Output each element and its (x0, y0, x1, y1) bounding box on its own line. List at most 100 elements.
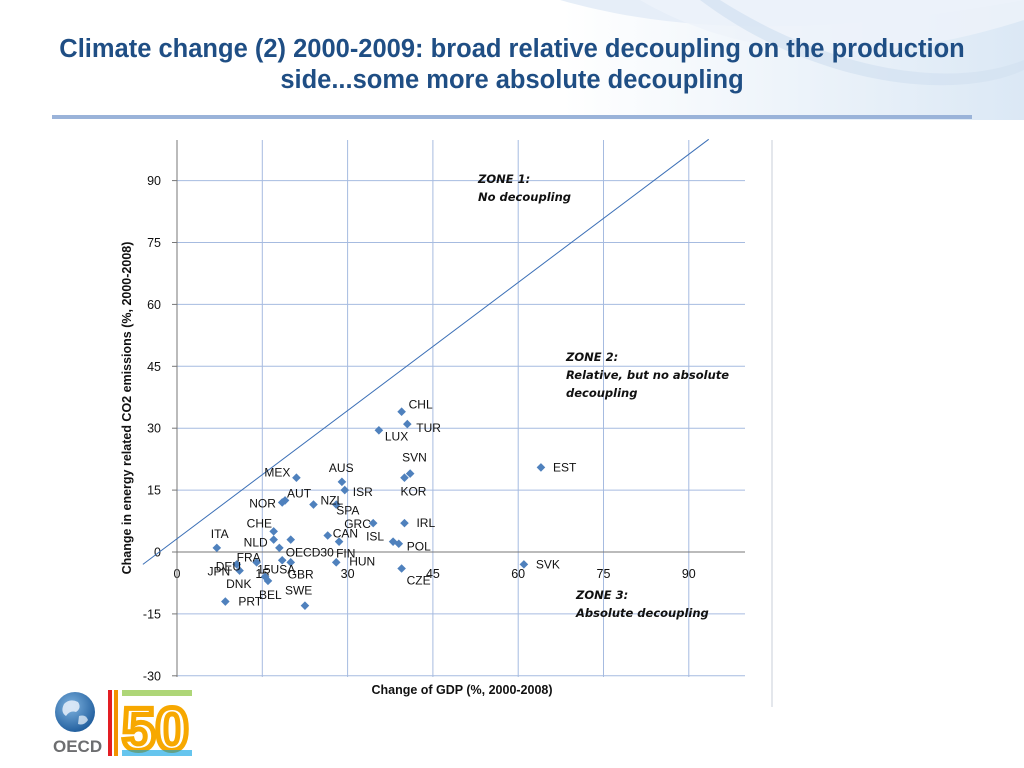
point-label-usa: 15USA (257, 562, 295, 576)
data-point (309, 500, 318, 509)
point-label-nzl: NZL (320, 494, 343, 508)
point-label-lux: LUX (385, 429, 408, 443)
zone-1-body: No decoupling (478, 190, 571, 204)
x-tick-label: 90 (682, 567, 696, 581)
point-label-aus: AUS (329, 461, 354, 475)
data-point (269, 535, 278, 544)
point-label-fin: FIN (336, 547, 355, 561)
data-point (277, 498, 287, 507)
point-label-chl: CHL (409, 398, 433, 412)
point-label-cze: CZE (407, 574, 431, 588)
reference-line-path (142, 138, 710, 565)
data-point (252, 558, 261, 567)
point-label-che: CHE (247, 516, 272, 530)
data-point (400, 473, 409, 483)
point-label-nor: NOR (249, 496, 276, 510)
y-tick-label: 75 (147, 236, 161, 250)
zone-1-label: ZONE 1: No decoupling (478, 170, 571, 206)
data-point (400, 518, 409, 528)
data-point (260, 572, 270, 582)
point-label-grc: GRC (344, 517, 371, 531)
point-label-dnk: DNK (226, 577, 251, 591)
y-axis-title: Change in energy related CO2 emissions (… (120, 242, 134, 575)
point-label-gbr: GBR (288, 567, 314, 581)
point-label-kor: KOR (400, 485, 426, 499)
data-point (374, 425, 384, 435)
y-tick-label: 15 (147, 484, 161, 498)
slide-title: Climate change (2) 2000-2009: broad rela… (59, 35, 965, 94)
zone-3-label: ZONE 3: Absolute decoupling (576, 586, 709, 622)
point-label-bel: BEL (259, 588, 282, 602)
anniversary-50: 50 (122, 696, 189, 758)
point-label-prt: PRT (238, 595, 262, 609)
point-label-svk: SVK (536, 557, 560, 571)
point-label-tur: TUR (416, 421, 441, 435)
x-tick-label: 75 (597, 567, 611, 581)
data-point (397, 407, 406, 416)
point-label-mex: MEX (264, 466, 290, 480)
data-point (263, 576, 273, 586)
title-divider (52, 115, 972, 119)
point-label-isl: ISL (366, 530, 384, 544)
data-point (337, 477, 347, 487)
zone-2-label: ZONE 2: Relative, but no absolute decoup… (566, 348, 729, 402)
data-point (300, 601, 310, 610)
data-point (235, 566, 244, 575)
data-point (403, 419, 412, 429)
point-label-isr: ISR (353, 485, 373, 499)
zone-2-body-line2: decoupling (566, 386, 638, 400)
point-label-jpn: JPN (208, 565, 231, 579)
grid-lines (177, 140, 745, 677)
zone-3-title: ZONE 3: (576, 588, 629, 602)
zone-3-body: Absolute decoupling (576, 606, 709, 620)
data-point (405, 469, 415, 478)
point-label-aut: AUT (287, 486, 312, 500)
point-label-est: EST (553, 460, 577, 474)
data-point (212, 543, 222, 553)
data-point (388, 537, 398, 546)
data-point (286, 535, 296, 544)
data-point (275, 543, 284, 553)
data-point (334, 537, 344, 546)
zone-2-body-line1: Relative, but no absolute (566, 368, 730, 382)
point-label-hun: HUN (349, 554, 375, 568)
y-tick-label: -15 (143, 607, 161, 621)
y-tick-label: 60 (147, 298, 161, 312)
data-point (368, 518, 378, 528)
reference-line (142, 138, 710, 565)
data-point (221, 597, 230, 606)
y-tick-label: 0 (154, 546, 161, 560)
oecd-wordmark: OECD (53, 737, 102, 756)
oecd-50-logo: OECD 50 (53, 690, 192, 758)
y-tick-label: 45 (147, 360, 161, 374)
point-label-swe: SWE (285, 584, 312, 598)
point-label-oecd30: OECD30 (286, 546, 334, 560)
x-tick-label: 30 (341, 567, 355, 581)
point-label-nld: NLD (244, 536, 268, 550)
background-decoration (0, 0, 1024, 120)
point-label-fra: FRA (237, 550, 261, 564)
globe-icon (55, 692, 95, 732)
y-tick-label: 30 (147, 422, 161, 436)
point-label-pol: POL (407, 540, 431, 554)
data-point (519, 560, 529, 569)
data-point (292, 473, 301, 483)
y-tick-label: -30 (143, 669, 161, 683)
zone-2-title: ZONE 2: (566, 350, 619, 364)
point-label-svn: SVN (402, 451, 427, 465)
data-point (277, 555, 287, 565)
data-point (269, 527, 278, 536)
point-label-ita: ITA (211, 527, 229, 541)
data-point (286, 558, 296, 567)
data-point (397, 564, 406, 573)
point-label-irl: IRL (416, 516, 435, 530)
point-label-can: CAN (333, 526, 358, 540)
x-tick-label: 60 (511, 567, 525, 581)
data-point (331, 558, 341, 567)
point-label-deu: DEU (216, 559, 241, 573)
x-tick-label: 45 (426, 567, 440, 581)
y-tick-label: 90 (147, 174, 161, 188)
point-label-spa: SPA (336, 504, 359, 518)
